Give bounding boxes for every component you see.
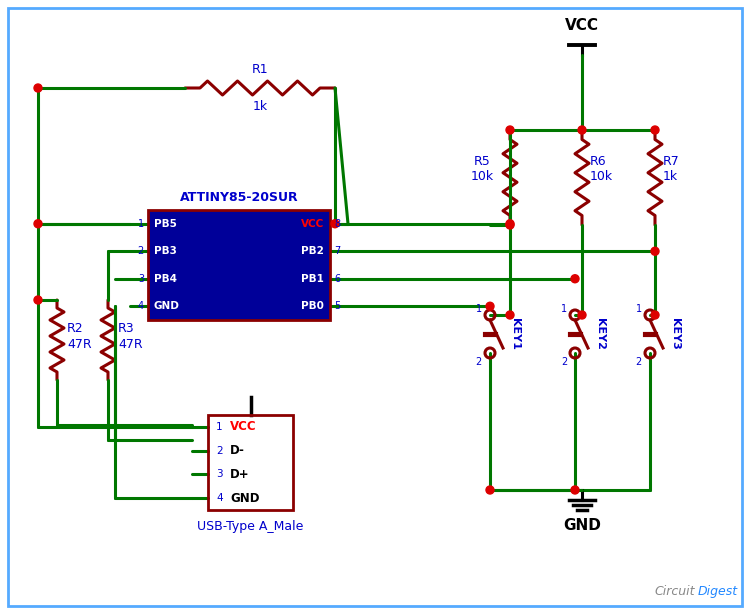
Circle shape xyxy=(571,486,579,494)
Text: 6: 6 xyxy=(334,274,340,284)
Text: 2: 2 xyxy=(138,246,144,256)
Text: 2: 2 xyxy=(636,357,642,367)
Circle shape xyxy=(578,311,586,319)
Text: VCC: VCC xyxy=(230,421,256,433)
Circle shape xyxy=(506,311,514,319)
Text: 1: 1 xyxy=(216,422,223,432)
Text: 3: 3 xyxy=(216,469,223,480)
Circle shape xyxy=(486,302,494,310)
Text: D+: D+ xyxy=(230,468,250,481)
Text: 1: 1 xyxy=(138,219,144,229)
Text: R2: R2 xyxy=(67,322,84,335)
Text: D-: D- xyxy=(230,444,244,457)
Circle shape xyxy=(578,126,586,134)
Circle shape xyxy=(506,221,514,229)
Text: 1: 1 xyxy=(476,304,482,314)
Circle shape xyxy=(651,247,659,255)
Circle shape xyxy=(34,84,42,92)
Text: R7: R7 xyxy=(663,155,680,168)
Text: PB4: PB4 xyxy=(154,274,177,284)
Text: R1: R1 xyxy=(252,63,268,76)
Text: KEY1: KEY1 xyxy=(510,318,520,350)
Text: 3: 3 xyxy=(138,274,144,284)
Circle shape xyxy=(486,486,494,494)
Text: VCC: VCC xyxy=(301,219,324,229)
Text: R3: R3 xyxy=(118,322,135,335)
Text: 1: 1 xyxy=(636,304,642,314)
Text: 2: 2 xyxy=(216,446,223,456)
Text: PB0: PB0 xyxy=(301,301,324,311)
Circle shape xyxy=(34,296,42,304)
Text: 47R: 47R xyxy=(67,338,92,351)
Text: R6: R6 xyxy=(590,155,607,168)
Text: 10k: 10k xyxy=(590,170,613,183)
Text: PB3: PB3 xyxy=(154,246,177,256)
Circle shape xyxy=(506,220,514,228)
Text: 2: 2 xyxy=(561,357,567,367)
Text: KEY2: KEY2 xyxy=(595,318,605,350)
Text: VCC: VCC xyxy=(565,18,599,33)
Text: R5: R5 xyxy=(474,155,490,168)
Text: GND: GND xyxy=(563,518,601,533)
Text: PB2: PB2 xyxy=(301,246,324,256)
Circle shape xyxy=(506,126,514,134)
Circle shape xyxy=(651,311,659,319)
Circle shape xyxy=(651,126,659,134)
Circle shape xyxy=(34,220,42,228)
Circle shape xyxy=(331,220,339,228)
Text: 4: 4 xyxy=(216,493,223,503)
Text: 47R: 47R xyxy=(118,338,142,351)
Text: 1k: 1k xyxy=(663,170,678,183)
Text: PB1: PB1 xyxy=(301,274,324,284)
Text: GND: GND xyxy=(154,301,180,311)
Text: ATTINY85-20SUR: ATTINY85-20SUR xyxy=(180,191,298,204)
Text: PB5: PB5 xyxy=(154,219,177,229)
Text: 1k: 1k xyxy=(253,100,268,113)
Text: 4: 4 xyxy=(138,301,144,311)
Text: GND: GND xyxy=(230,492,260,505)
Text: 7: 7 xyxy=(334,246,340,256)
FancyBboxPatch shape xyxy=(148,210,330,320)
Text: 2: 2 xyxy=(476,357,482,367)
Text: USB-Type A_Male: USB-Type A_Male xyxy=(197,520,304,533)
Text: 1: 1 xyxy=(561,304,567,314)
Text: 5: 5 xyxy=(334,301,340,311)
Text: Circuit: Circuit xyxy=(655,585,695,598)
Text: KEY3: KEY3 xyxy=(670,318,680,350)
Text: Digest: Digest xyxy=(698,585,738,598)
Text: 10k: 10k xyxy=(470,170,494,183)
Text: 8: 8 xyxy=(334,219,340,229)
Circle shape xyxy=(571,274,579,283)
